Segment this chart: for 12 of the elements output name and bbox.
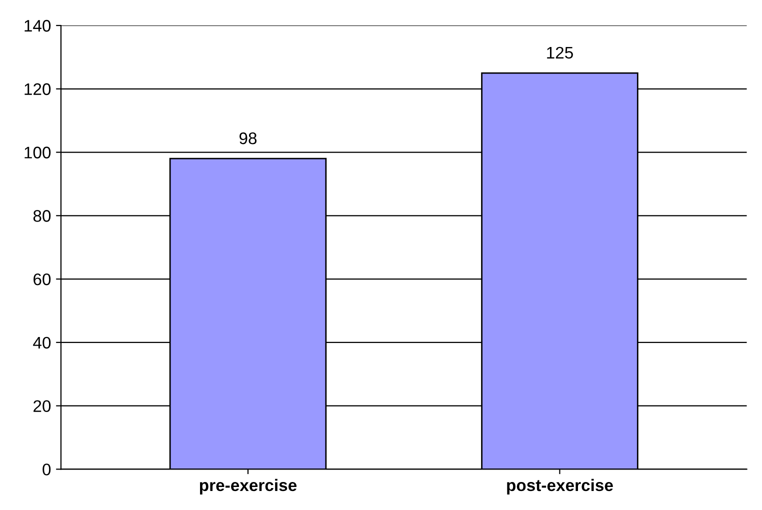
y-tick-label: 80 — [33, 210, 51, 222]
data-label: 125 — [547, 46, 573, 59]
y-tick-label: 20 — [34, 400, 51, 412]
y-tick-label: 100 — [24, 146, 51, 158]
x-tick-label: post-exercise — [507, 478, 613, 494]
x-tick-label: pre-exercise — [200, 478, 297, 494]
y-tick-label: 120 — [24, 83, 51, 96]
y-tick-label: 60 — [34, 273, 51, 286]
y-tick-label: 40 — [33, 336, 51, 349]
y-tick-label: 0 — [42, 464, 51, 476]
data-label: 98 — [240, 132, 257, 144]
y-tick-label: 140 — [24, 20, 51, 32]
